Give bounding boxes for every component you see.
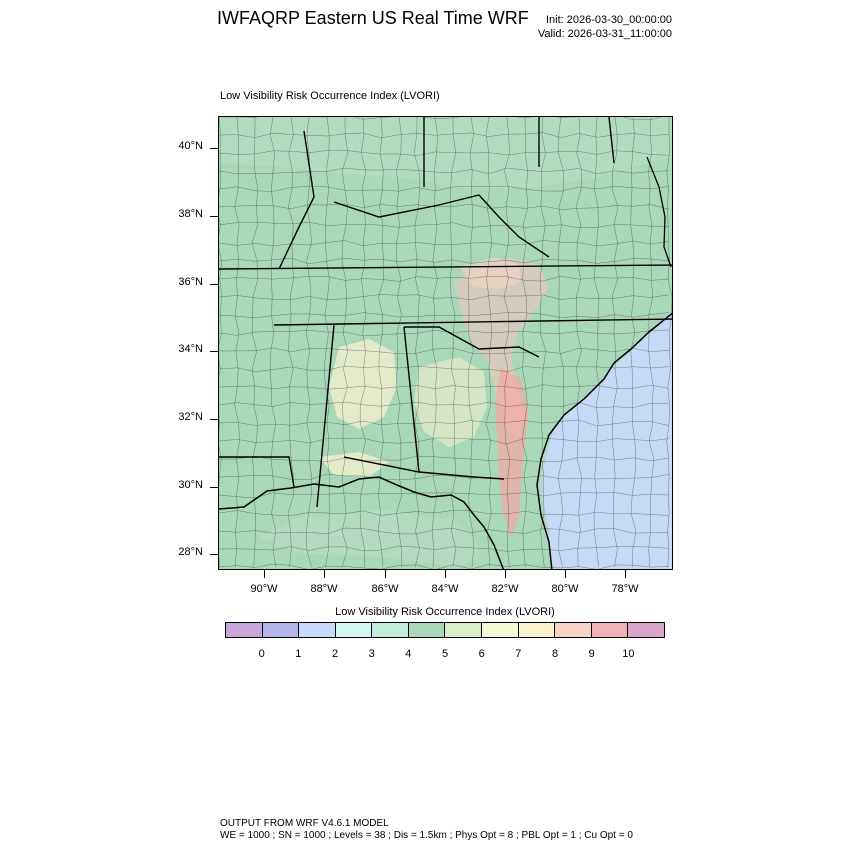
lat-tick	[210, 487, 218, 488]
colorbar-swatch	[335, 623, 373, 637]
lake-michigan-area	[219, 117, 672, 189]
colorbar-swatch	[518, 623, 556, 637]
lon-label-90: 90°W	[250, 583, 278, 595]
lat-label-32: 32°N	[178, 411, 203, 423]
colorbar-swatch	[372, 623, 409, 637]
map-plot	[219, 117, 672, 569]
colorbar-label: 10	[622, 648, 635, 660]
lon-tick	[264, 570, 265, 578]
colorbar-label: 5	[441, 648, 449, 660]
colorbar-swatch	[262, 623, 300, 637]
lon-tick	[565, 570, 566, 578]
lon-label-88: 88°W	[310, 583, 338, 595]
lon-tick	[324, 570, 325, 578]
lon-tick	[505, 570, 506, 578]
lon-label-80: 80°W	[551, 583, 579, 595]
state-boundaries	[219, 117, 672, 508]
init-time: Init: 2026-03-30_00:00:00	[546, 14, 672, 26]
colorbar-label: 1	[295, 648, 302, 660]
colorbar-title: Low Visibility Risk Occurrence Index (LV…	[335, 606, 555, 618]
lat-tick	[210, 419, 218, 420]
lat-tick	[210, 148, 218, 149]
figure-title: IWFAQRP Eastern US Real Time WRF	[217, 8, 529, 28]
colorbar-swatch	[226, 623, 263, 637]
lon-tick	[385, 570, 386, 578]
lat-label-34: 34°N	[178, 343, 203, 355]
lat-tick	[210, 351, 218, 352]
lat-tick	[210, 216, 218, 217]
nc-hotspot	[459, 257, 521, 289]
colorbar-label: 3	[368, 648, 375, 660]
colorbar-label: 2	[331, 648, 339, 660]
lat-label-28: 28°N	[178, 546, 203, 558]
colorbar-label: 6	[478, 648, 485, 660]
footer-line-2: WE = 1000 ; SN = 1000 ; Levels = 38 ; Di…	[220, 830, 633, 841]
colorbar-swatch	[482, 623, 519, 637]
lon-label-86: 86°W	[371, 583, 399, 595]
appalachian-hotspot	[454, 257, 549, 442]
colorbar-label: 0	[258, 648, 265, 660]
coastline	[219, 312, 672, 569]
georgia-coast-hotspot	[495, 367, 529, 537]
colorbar-swatch	[555, 623, 592, 637]
lat-label-40: 40°N	[178, 140, 203, 152]
florida-panhandle-hotspot	[319, 452, 389, 477]
chesapeake-bay	[646, 156, 672, 268]
lat-tick	[210, 554, 218, 555]
map-panel	[218, 116, 673, 570]
alabama-hotspot	[329, 339, 397, 429]
model-footer: OUTPUT FROM WRF V4.6.1 MODEL WE = 1000 ;…	[220, 818, 633, 842]
map-subtitle: Low Visibility Risk Occurrence Index (LV…	[220, 90, 440, 102]
init-valid-time: Init: 2026-03-30_00:00:00 Valid: 2026-03…	[520, 13, 672, 41]
colorbar-swatch	[299, 623, 336, 637]
lat-label-38: 38°N	[178, 208, 203, 220]
lon-tick	[445, 570, 446, 578]
lon-label-82: 82°W	[491, 583, 519, 595]
colorbar-swatch	[628, 623, 664, 637]
lat-label-36: 36°N	[178, 276, 203, 288]
lat-tick	[210, 284, 218, 285]
lon-label-78: 78°W	[611, 583, 639, 595]
atlantic-ocean	[537, 313, 672, 569]
lon-tick	[625, 570, 626, 578]
colorbar-label: 8	[551, 648, 559, 660]
valid-time: Valid: 2026-03-31_11:00:00	[537, 28, 672, 40]
colorbar-swatch	[408, 623, 446, 637]
lon-label-84: 84°W	[431, 583, 459, 595]
colorbar-label: 7	[515, 648, 522, 660]
gulf-shelf	[259, 509, 481, 567]
colorbar-label: 9	[588, 648, 595, 660]
colorbar-label: 4	[405, 648, 412, 660]
colorbar-swatch	[445, 623, 483, 637]
footer-line-1: OUTPUT FROM WRF V4.6.1 MODEL	[220, 818, 389, 829]
county-boundaries	[219, 117, 672, 569]
colorbar	[225, 622, 665, 638]
lat-label-30: 30°N	[178, 479, 203, 491]
colorbar-swatch	[591, 623, 629, 637]
